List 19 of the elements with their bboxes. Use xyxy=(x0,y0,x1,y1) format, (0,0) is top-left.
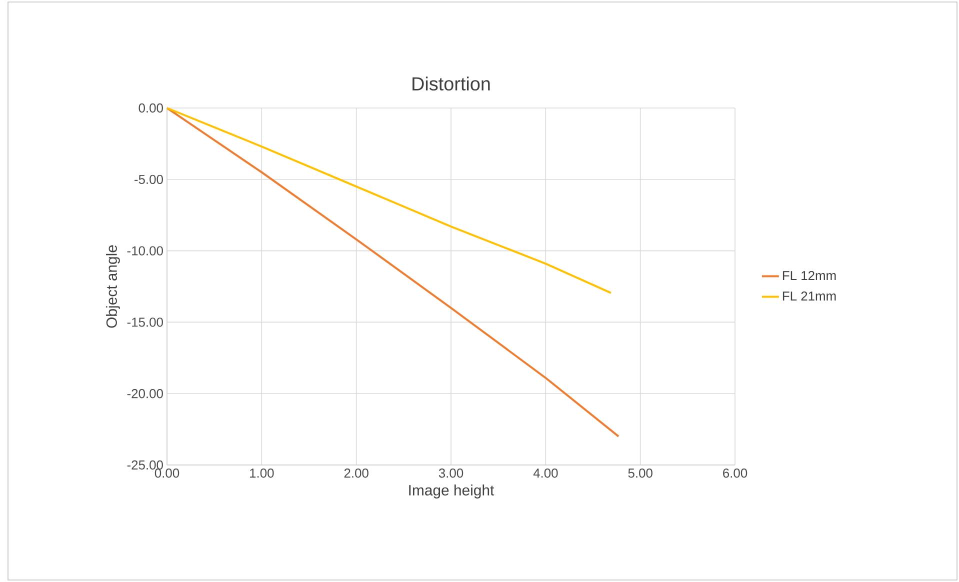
y-tick-label: -5.00 xyxy=(134,174,163,184)
legend-label: FL 12mm xyxy=(782,270,836,280)
y-tick-label: 0.00 xyxy=(138,103,163,113)
y-tick-label: -25.00 xyxy=(127,460,163,470)
x-tick-label: 6.00 xyxy=(723,468,748,478)
line-series xyxy=(166,107,620,438)
x-tick-label: 4.00 xyxy=(533,468,558,478)
x-tick-label: 1.00 xyxy=(250,468,274,478)
y-axis-title: Object angle xyxy=(106,245,120,328)
legend-label: FL 21mm xyxy=(782,291,836,301)
chart-title: Distortion xyxy=(412,76,490,91)
x-tick-label: 5.00 xyxy=(628,468,652,478)
x-axis-title: Image height xyxy=(409,484,494,498)
y-tick-label: -20.00 xyxy=(127,389,163,398)
y-tick-label: -10.00 xyxy=(127,246,163,256)
x-tick-label: 3.00 xyxy=(438,468,464,478)
x-tick-label: 2.00 xyxy=(344,468,368,478)
y-tick-label: -15.00 xyxy=(127,318,163,327)
x-tick-label: 0.00 xyxy=(154,468,180,478)
